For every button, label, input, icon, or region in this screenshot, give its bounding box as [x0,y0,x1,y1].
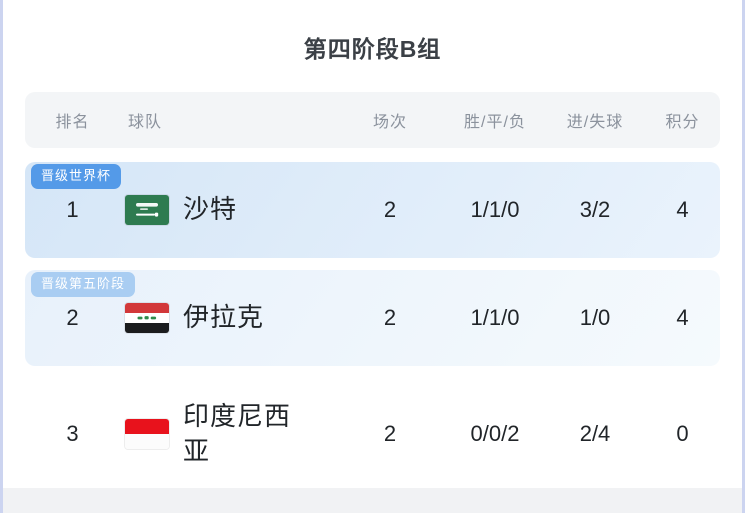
header-win-draw-loss: 胜/平/负 [464,114,526,131]
indonesia-flag [125,419,169,449]
advance-fifth-stage-badge: 晋级第五阶段 [31,272,136,297]
played-cell: 2 [383,197,397,222]
table-row-iraq[interactable]: 晋级第五阶段 2 [25,270,720,366]
win-draw-loss-cell: 0/0/2 [470,421,520,446]
qualified-world-cup-badge: 晋级世界杯 [31,164,122,189]
team-cell: 伊拉克 [120,300,335,335]
header-rank: 排名 [55,114,90,131]
footer-strip [3,488,742,513]
win-draw-loss-cell: 1/1/0 [470,197,520,222]
team-cell: 沙特 [120,192,335,227]
rank-cell: 1 [66,197,79,222]
played-cell: 2 [383,305,397,330]
points-cell: 4 [676,305,689,330]
points-cell: 4 [676,197,689,222]
team-name: 伊拉克 [183,302,265,333]
header-points: 积分 [665,114,700,131]
page-title: 第四阶段B组 [303,36,442,62]
table-header-row: 排名 球队 场次 胜/平/负 进/失球 积分 [25,92,720,148]
goals-cell: 2/4 [579,421,611,446]
header-played: 场次 [372,114,407,131]
iraq-flag [125,303,169,333]
points-cell: 0 [676,421,689,446]
standings-table: 排名 球队 场次 胜/平/负 进/失球 积分 晋级世界杯 1 [25,92,720,490]
header-goals: 进/失球 [566,114,624,131]
rank-cell: 3 [66,421,79,446]
table-row-saudi-arabia[interactable]: 晋级世界杯 1 [25,162,720,258]
team-name: 沙特 [183,194,238,225]
rank-cell: 2 [66,305,79,330]
table-row-indonesia[interactable]: 3 印度尼西亚 2 0/0/2 2/4 0 [25,378,720,490]
saudi-arabia-flag [125,195,169,225]
header-team: 球队 [128,114,163,131]
played-cell: 2 [383,421,397,446]
team-cell: 印度尼西亚 [120,399,335,469]
win-draw-loss-cell: 1/1/0 [470,305,520,330]
goals-cell: 3/2 [579,197,611,222]
goals-cell: 1/0 [579,305,611,330]
team-name: 印度尼西亚 [183,400,292,466]
